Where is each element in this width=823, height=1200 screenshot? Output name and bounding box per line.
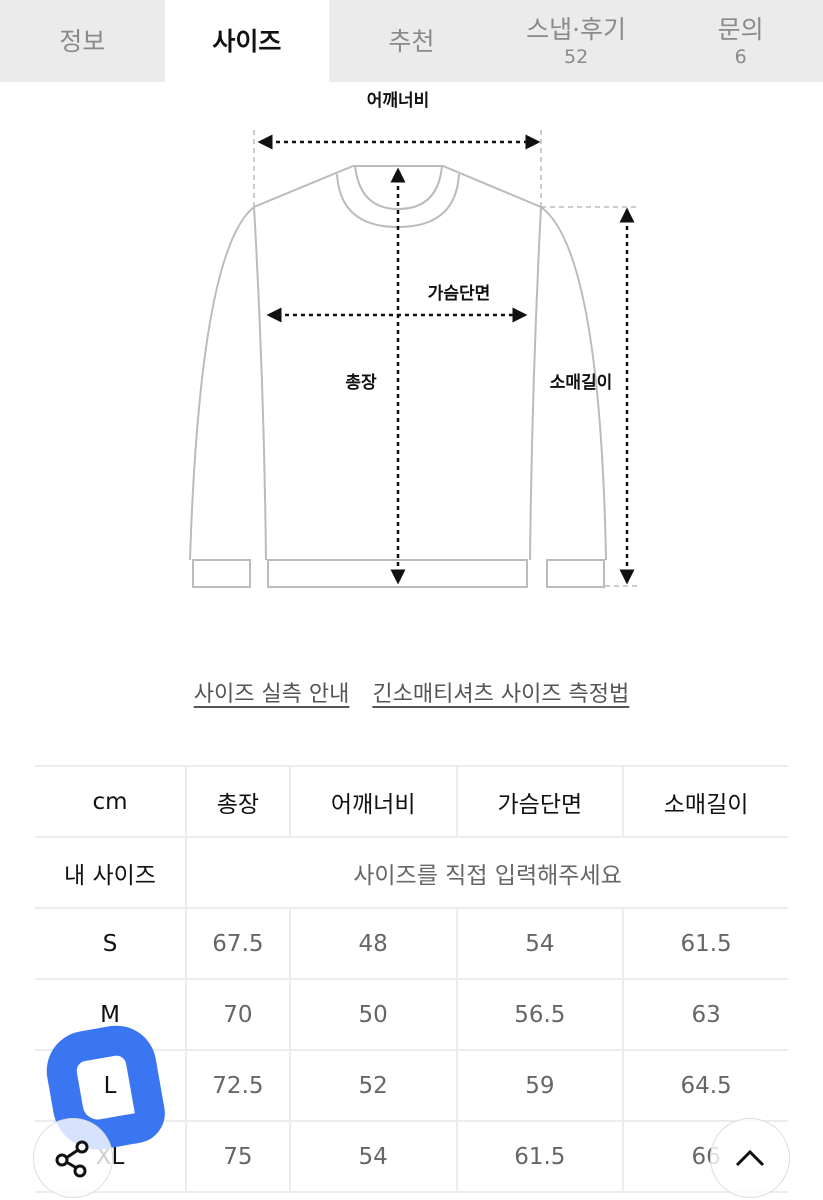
sleeve-label: 소매길이 xyxy=(550,373,613,393)
header-cell: cm xyxy=(35,765,187,838)
sweatshirt-outline xyxy=(189,165,607,588)
size-guide-link[interactable]: 사이즈 실측 안내 xyxy=(193,682,350,707)
header-cell: 소매길이 xyxy=(622,765,788,838)
table-row: L 72.5 52 59 64.5 xyxy=(35,1049,788,1122)
tab-count: 52 xyxy=(563,45,589,68)
share-icon xyxy=(55,1140,89,1178)
tab-size[interactable]: 사이즈 xyxy=(164,0,330,82)
chest-label: 가슴단면 xyxy=(428,284,491,304)
table-header: cm 총장 어깨너비 가슴단면 소매길이 xyxy=(35,765,788,838)
measure-method-link[interactable]: 긴소매티셔츠 사이즈 측정법 xyxy=(372,682,630,707)
measure-arrows xyxy=(257,134,635,585)
tab-label: 추천 xyxy=(388,26,435,56)
shoulder-label: 어깨너비 xyxy=(367,91,430,111)
my-size-row: 내 사이즈 사이즈를 직접 입력해주세요 xyxy=(35,836,788,909)
value-cell: 70 xyxy=(185,978,291,1051)
value-cell: 50 xyxy=(288,978,458,1051)
value-cell: 56.5 xyxy=(455,978,625,1051)
table-row: M 70 50 56.5 63 xyxy=(35,978,788,1051)
share-button[interactable] xyxy=(33,1118,113,1198)
tab-label: 사이즈 xyxy=(212,26,282,56)
value-cell: 54 xyxy=(455,907,625,980)
my-size-input[interactable]: 사이즈를 직접 입력해주세요 xyxy=(185,836,788,909)
value-cell: 61.5 xyxy=(622,907,788,980)
value-cell: 48 xyxy=(288,907,458,980)
size-diagram: 어깨너비 가슴단면 총장 소매길이 xyxy=(189,91,640,588)
length-label: 총장 xyxy=(345,373,377,393)
tab-reviews[interactable]: 스냅·후기 52 xyxy=(494,0,659,82)
scroll-top-button[interactable] xyxy=(710,1118,790,1198)
tab-count: 6 xyxy=(734,45,747,68)
value-cell: 72.5 xyxy=(185,1049,291,1122)
value-cell: 67.5 xyxy=(185,907,291,980)
guide-lines xyxy=(253,130,640,587)
size-table: cm 총장 어깨너비 가슴단면 소매길이 내 사이즈 사이즈를 직접 입력해주세… xyxy=(35,765,788,1193)
value-cell: 59 xyxy=(455,1049,625,1122)
guide-links: 사이즈 실측 안내 긴소매티셔츠 사이즈 측정법 xyxy=(0,676,823,708)
value-cell: 63 xyxy=(622,978,788,1051)
tab-label: 정보 xyxy=(59,26,106,56)
tab-label: 스냅·후기 xyxy=(526,14,627,44)
size-cell: L xyxy=(35,1049,187,1122)
size-cell: S xyxy=(35,907,187,980)
tab-label: 문의 xyxy=(717,14,764,44)
tab-info[interactable]: 정보 xyxy=(0,0,165,82)
table-row: S 67.5 48 54 61.5 xyxy=(35,907,788,980)
tab-inquiry[interactable]: 문의 6 xyxy=(658,0,823,82)
header-cell: 가슴단면 xyxy=(455,765,625,838)
tab-bar: 정보 사이즈 추천 스냅·후기 52 문의 6 xyxy=(0,0,823,82)
value-cell: 75 xyxy=(185,1120,291,1193)
header-cell: 총장 xyxy=(185,765,291,838)
my-size-label: 내 사이즈 xyxy=(35,836,187,909)
value-cell: 52 xyxy=(288,1049,458,1122)
size-cell: M xyxy=(35,978,187,1051)
tab-recommend[interactable]: 추천 xyxy=(329,0,494,82)
chevron-up-icon xyxy=(735,1149,765,1167)
value-cell: 61.5 xyxy=(455,1120,625,1193)
header-cell: 어깨너비 xyxy=(288,765,458,838)
value-cell: 54 xyxy=(288,1120,458,1193)
value-cell: 64.5 xyxy=(622,1049,788,1122)
